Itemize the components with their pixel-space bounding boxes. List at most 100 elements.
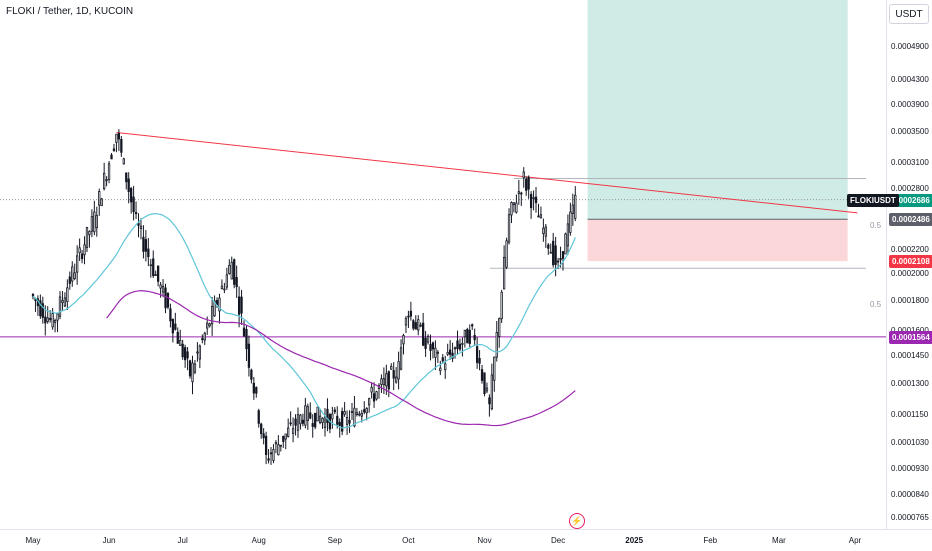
candle-body <box>309 412 312 419</box>
candle-body <box>431 342 435 350</box>
currency-selector[interactable]: USDT <box>889 4 929 24</box>
candle-body <box>203 332 206 341</box>
candle-body <box>267 458 270 461</box>
candle-body <box>147 248 150 258</box>
candle-body <box>240 296 243 314</box>
candle-body <box>56 313 59 321</box>
candle-body <box>41 303 44 318</box>
symbol-title[interactable]: FLOKI / Tether, 1D, KUCOIN <box>6 6 134 17</box>
candle-body <box>549 251 552 254</box>
candle-body <box>471 324 474 327</box>
price-tick-label: 0.0000765 <box>891 513 929 523</box>
slow-moving-average <box>106 290 576 427</box>
candle-body <box>98 191 101 206</box>
candle-body <box>502 256 506 290</box>
candle-body <box>483 372 486 395</box>
price-tick-label: 0.0004900 <box>891 42 929 52</box>
candle-body <box>152 258 155 277</box>
candle-body <box>436 351 440 354</box>
candle-body <box>44 316 47 324</box>
candle-body <box>132 196 135 213</box>
candle-body <box>157 265 160 282</box>
candle-body <box>125 172 128 183</box>
candle-body <box>154 274 157 276</box>
time-scale[interactable]: May Jun Jul Aug Sep Oct Nov Dec 2025 Feb Mar Apr <box>0 529 932 551</box>
chart-area[interactable]: FLOKI / Tether, 1D, KUCOIN 0.5 0.5 ⚡ <box>0 0 886 529</box>
candle-body <box>522 171 525 178</box>
candle-body <box>225 274 228 288</box>
candle-body <box>505 240 508 268</box>
candle-body <box>61 300 64 303</box>
candle-body <box>230 261 233 280</box>
candle-body <box>456 340 459 350</box>
time-tick-label: Dec <box>550 536 566 545</box>
price-badge: 0.0002486 <box>889 213 932 227</box>
candle-body <box>532 197 535 200</box>
candle-body <box>323 416 327 428</box>
candle-body <box>255 387 258 394</box>
price-badge: 0.0002108 <box>889 255 932 269</box>
candle-body <box>164 287 167 309</box>
candle-body <box>83 244 86 256</box>
candle-body <box>466 329 469 344</box>
candle-body <box>274 442 278 445</box>
candle-body <box>407 315 410 318</box>
candle-body <box>554 245 557 265</box>
candle-body <box>76 255 79 273</box>
price-tick-label: 0.0001300 <box>891 378 929 388</box>
candle-body <box>181 343 184 358</box>
candle-body <box>139 225 143 229</box>
candle-body <box>103 172 106 190</box>
candle-body <box>552 240 555 266</box>
candle-body <box>571 204 574 214</box>
candle-body <box>80 253 84 260</box>
time-tick-label: 2025 <box>625 536 644 545</box>
candle-body <box>490 374 493 410</box>
candle-body <box>544 226 547 237</box>
price-badge: 0.0001564 <box>889 330 932 344</box>
candle-body <box>301 419 305 424</box>
price-tick-label: 0.0003900 <box>891 100 929 110</box>
candle-body <box>429 344 432 351</box>
time-tick-label: Sep <box>327 536 342 545</box>
candle-body <box>434 347 437 358</box>
candle-body <box>529 193 533 209</box>
candle-body <box>208 323 211 327</box>
candle-body <box>353 407 356 427</box>
candle-body <box>419 324 422 327</box>
candle-body <box>355 412 359 416</box>
candle-body <box>422 322 425 346</box>
candle-body <box>461 342 464 345</box>
candle-body <box>387 371 390 390</box>
candle-body <box>510 202 513 216</box>
candle-body <box>287 427 290 437</box>
lightning-icon[interactable]: ⚡ <box>569 513 585 529</box>
candle-body <box>252 382 255 394</box>
candle-body <box>220 285 224 290</box>
candle-body <box>85 226 89 248</box>
candle-body <box>321 417 324 423</box>
candle-body <box>451 352 454 359</box>
candle-body <box>264 435 268 455</box>
candle-body <box>399 347 403 370</box>
candle-body <box>542 227 545 234</box>
candle-body <box>446 351 449 355</box>
candle-body <box>318 415 322 424</box>
fib-label-lower: 0.5 <box>870 300 882 309</box>
candle-body <box>488 397 491 405</box>
candle-body <box>93 211 96 233</box>
candle-body <box>39 300 42 317</box>
candle-body <box>186 351 189 359</box>
price-tick-label: 0.0002000 <box>891 269 929 279</box>
candle-body <box>53 320 57 323</box>
time-tick-label: Apr <box>848 536 862 545</box>
candle-body <box>242 327 246 337</box>
candle-body <box>338 421 341 426</box>
price-chart[interactable] <box>0 0 886 529</box>
candle-body <box>426 335 430 343</box>
price-tick-label: 0.0001600 <box>891 326 929 335</box>
candle-body <box>142 236 145 252</box>
candle-body <box>272 449 275 461</box>
candle-body <box>382 378 386 386</box>
candle-body <box>257 410 260 424</box>
